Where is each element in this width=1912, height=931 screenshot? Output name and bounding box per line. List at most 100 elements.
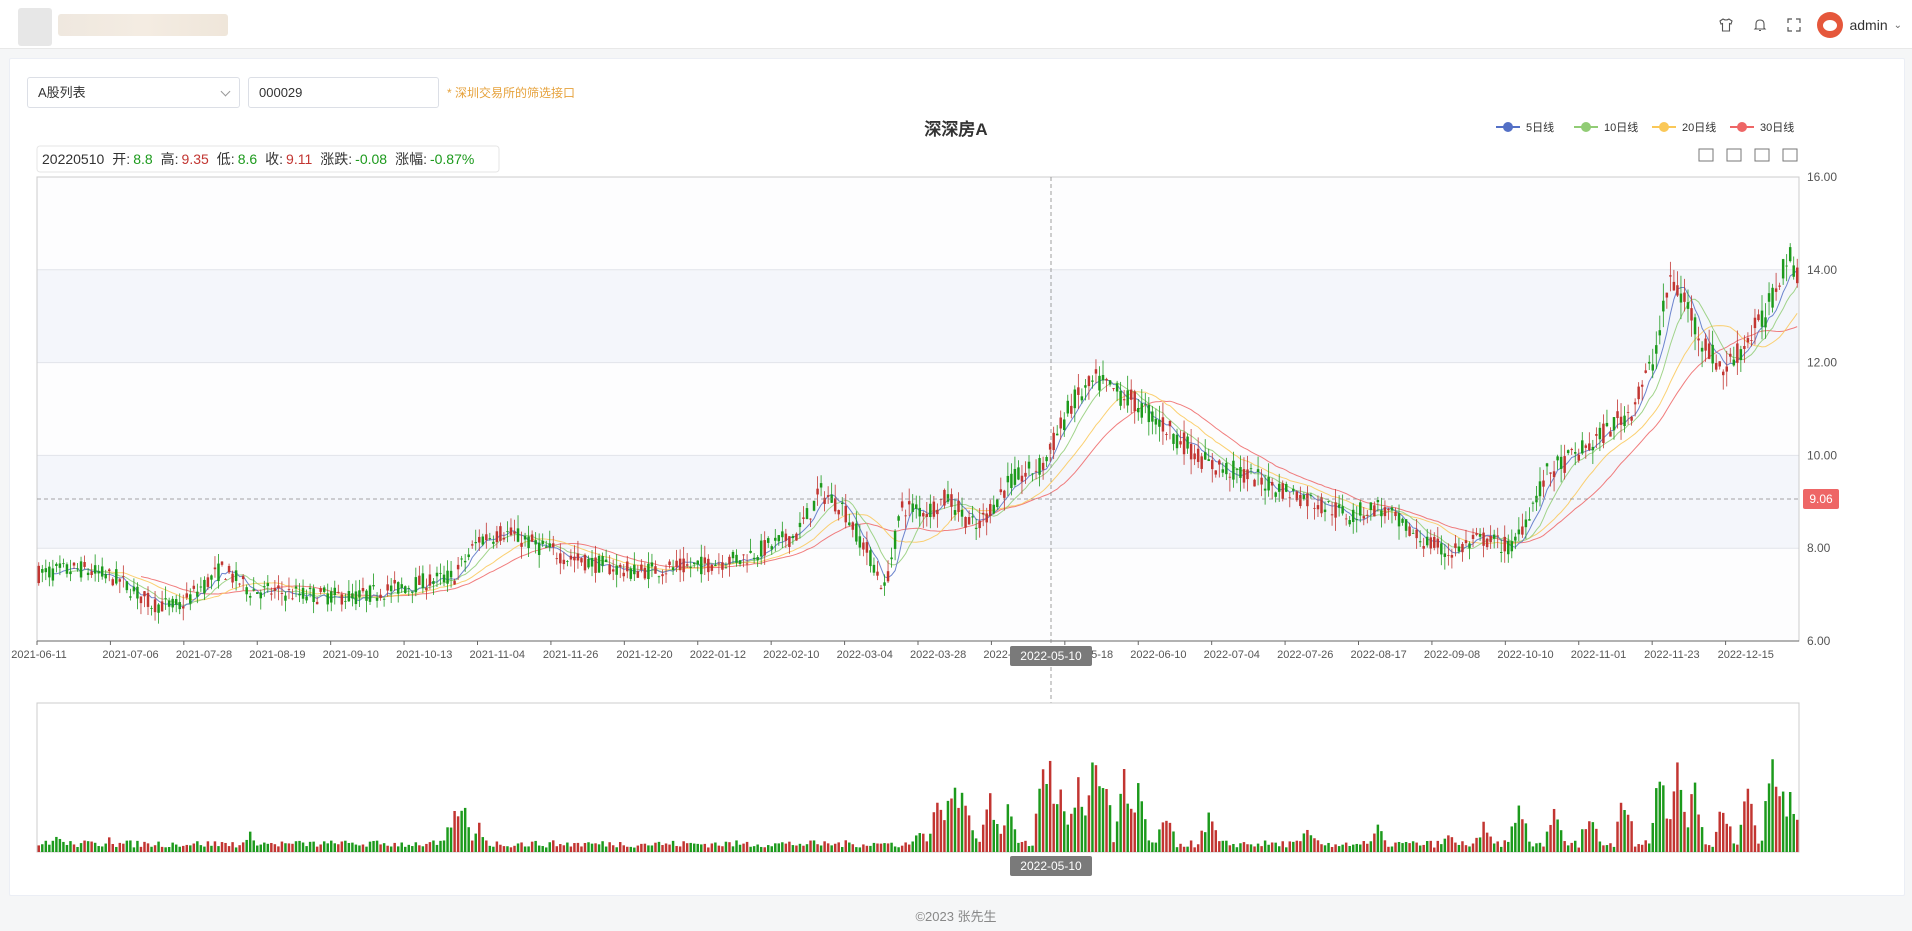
restore-icon[interactable]	[1754, 148, 1770, 162]
volume-bar	[682, 841, 685, 852]
x-tick-label: 2021-07-06	[102, 649, 158, 661]
volume-bar	[1137, 783, 1140, 852]
volume-bar	[1122, 769, 1126, 852]
volume-bar	[1785, 816, 1788, 852]
volume-bar	[1144, 819, 1147, 852]
candle	[333, 587, 337, 596]
candle	[1063, 419, 1066, 431]
candle	[220, 561, 224, 565]
candle	[256, 592, 259, 594]
volume-bar	[678, 846, 682, 852]
list-select[interactable]: A股列表	[27, 77, 240, 108]
volume-bar	[1218, 841, 1221, 852]
candle	[1017, 467, 1020, 480]
candle	[527, 536, 530, 549]
candle	[566, 560, 569, 562]
volume-bar	[1299, 841, 1302, 852]
tooltip-box	[36, 145, 500, 173]
candle	[1482, 532, 1485, 546]
volume-bar	[340, 841, 344, 852]
volume-bar	[869, 845, 872, 852]
volume-bar	[1440, 844, 1443, 852]
volume-bar	[1246, 844, 1249, 852]
volume-bar	[449, 827, 453, 852]
zoom-area-icon[interactable]	[1698, 148, 1714, 162]
volume-bar	[129, 840, 132, 852]
volume-bar	[1778, 796, 1781, 852]
shirt-icon[interactable]	[1715, 14, 1737, 36]
stock-code-input[interactable]: 000029	[248, 77, 439, 108]
volume-bar	[1239, 843, 1242, 852]
volume-bar	[160, 846, 164, 852]
volume-bar	[185, 844, 189, 852]
volume-bar	[171, 842, 174, 852]
volume-bar	[1598, 841, 1602, 852]
volume-bar	[844, 840, 847, 852]
candle	[1774, 288, 1778, 292]
volume-bar	[93, 842, 97, 852]
volume-bar	[111, 843, 114, 852]
volume-bar	[435, 844, 439, 852]
volume-bar	[76, 846, 79, 852]
volume-bar	[911, 841, 914, 852]
candle	[1380, 510, 1383, 517]
candle	[460, 558, 463, 560]
volume-bar	[1292, 841, 1295, 852]
candle	[1031, 473, 1034, 475]
zoom-area-icon-shape	[1698, 148, 1714, 162]
volume-bar	[1796, 819, 1799, 852]
candle	[1207, 459, 1210, 462]
y-tick-label: 16.00	[1807, 170, 1837, 184]
candle	[618, 564, 622, 567]
volume-bar	[347, 842, 351, 852]
volume-bar	[1443, 838, 1447, 852]
volume-bar	[1172, 831, 1175, 852]
candle	[143, 591, 146, 597]
candle	[1496, 535, 1499, 537]
fullscreen-icon[interactable]	[1783, 14, 1805, 36]
volume-bar	[900, 845, 904, 852]
candle	[382, 598, 386, 600]
bell-icon[interactable]	[1749, 14, 1771, 36]
candle	[58, 563, 62, 568]
volume-bar	[1461, 841, 1464, 852]
volume-bar	[1140, 801, 1144, 852]
volume-bar	[372, 840, 375, 852]
candle	[1584, 445, 1588, 448]
volume-bar	[143, 841, 146, 852]
volume-bar	[700, 844, 703, 852]
tooltip-value: 20220510	[42, 151, 105, 167]
zoom-reset-icon[interactable]	[1726, 148, 1742, 162]
volume-bar	[210, 845, 213, 852]
candle	[1077, 387, 1080, 395]
volume-bar	[277, 846, 280, 852]
volume-bar	[728, 842, 731, 852]
volume-bar	[65, 844, 69, 852]
candle	[974, 527, 978, 529]
volume-bar	[305, 846, 308, 852]
volume-bar	[118, 842, 122, 852]
volume-bar	[1330, 846, 1334, 852]
volume-bar	[1207, 812, 1210, 852]
candle	[1478, 534, 1482, 537]
candle	[252, 589, 255, 591]
candle	[1091, 380, 1094, 382]
volume-bar	[1697, 814, 1700, 852]
x-tick-label: 2022-07-04	[1204, 649, 1260, 661]
restore-icon-shape	[1754, 148, 1770, 162]
candle	[340, 594, 344, 605]
volume-bar	[576, 842, 580, 852]
tooltip-value: 涨幅:	[395, 151, 427, 167]
candle	[774, 537, 777, 541]
volume-bar	[573, 843, 576, 852]
candle	[1327, 501, 1330, 503]
volume-bar	[974, 838, 978, 852]
volume-bar	[252, 840, 255, 852]
candle	[925, 513, 929, 517]
save-icon[interactable]	[1782, 148, 1798, 162]
user-menu[interactable]: admin ⌄	[1817, 12, 1902, 38]
candle	[1690, 308, 1693, 321]
candle	[259, 592, 263, 599]
volume-bar	[1168, 822, 1172, 852]
